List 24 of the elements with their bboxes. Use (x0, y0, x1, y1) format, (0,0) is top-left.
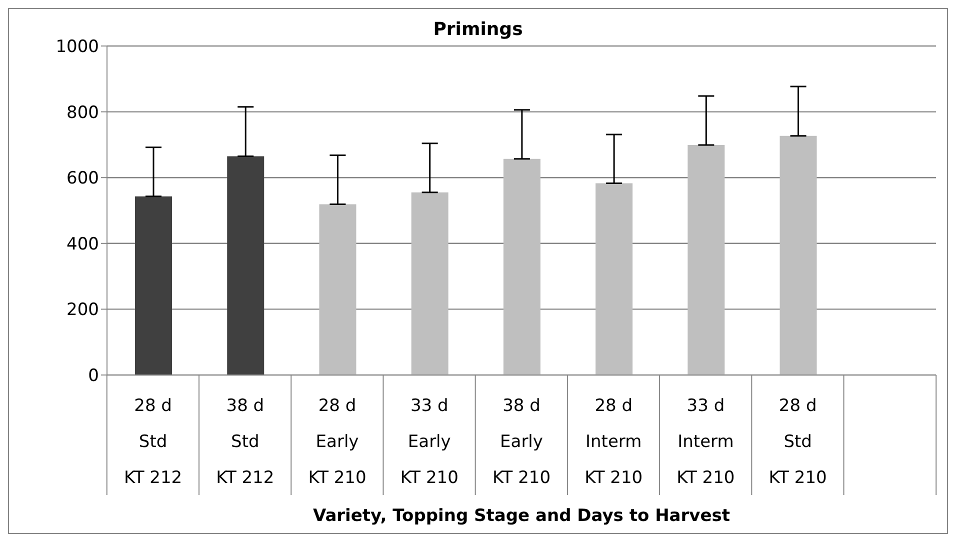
bar (135, 196, 172, 375)
bar (503, 158, 540, 375)
y-tick-label: 400 (66, 234, 99, 254)
bar (688, 145, 725, 375)
x-tick-label: 28 d Early KT 210 (308, 396, 366, 488)
bar (227, 156, 264, 375)
x-tick-label: 28 d Interm KT 210 (584, 396, 643, 488)
x-tick-label: 38 d Early KT 210 (492, 396, 551, 488)
x-tick-label: 38 d Std KT 212 (216, 396, 274, 488)
x-tick-label: 33 d Interm KT 210 (676, 396, 735, 488)
y-tick-label: 800 (66, 102, 99, 123)
y-tick-label: 0 (88, 366, 99, 386)
x-tick-label: 28 d Std KT 212 (124, 396, 182, 488)
bar (596, 183, 633, 375)
y-tick-label: 200 (66, 300, 99, 320)
y-tick-label: 600 (66, 168, 99, 189)
bar (411, 192, 448, 375)
bar (319, 204, 356, 375)
x-tick-label: 28 d Std KT 210 (768, 396, 827, 488)
x-tick-label: 33 d Early KT 210 (400, 396, 458, 488)
y-tick-label: 1000 (56, 37, 99, 58)
bar (780, 136, 817, 375)
chart-title: Primings (433, 19, 523, 40)
x-axis-title: Variety, Topping Stage and Days to Harvest (312, 506, 730, 526)
